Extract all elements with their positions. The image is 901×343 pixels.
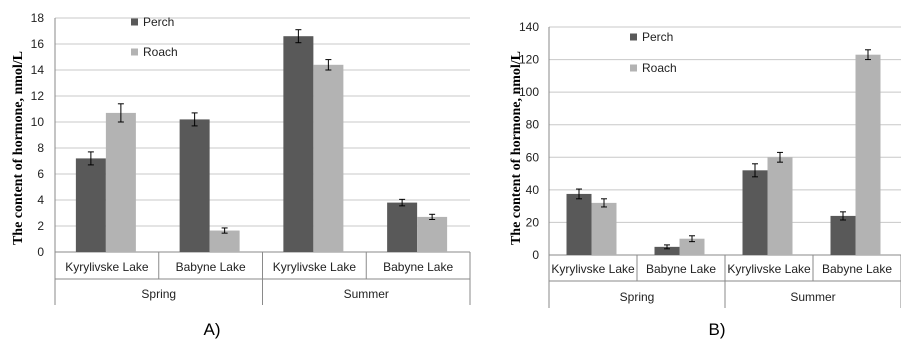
y-tick-label: 12 — [31, 89, 45, 103]
x-category-label: Babyne Lake — [646, 262, 716, 276]
x-category-label: Kyrylivske Lake — [551, 262, 635, 276]
bar-perch — [566, 193, 592, 255]
y-tick-label: 8 — [37, 141, 44, 155]
y-tick-label: 140 — [519, 20, 539, 34]
y-tick-label: 18 — [31, 11, 45, 25]
error-bar — [399, 198, 406, 207]
error-bar — [601, 198, 607, 208]
bar-perch — [283, 36, 314, 253]
legend-label: Roach — [642, 61, 677, 75]
error-bar — [191, 112, 198, 127]
legend-swatch — [630, 64, 637, 72]
bar-roach — [767, 157, 793, 255]
error-bar — [325, 59, 332, 71]
error-bar — [295, 29, 302, 44]
x-group-label: Spring — [620, 290, 655, 304]
panel-label: A) — [204, 320, 221, 339]
x-group-label: Summer — [344, 287, 389, 301]
bar-perch — [75, 158, 106, 252]
error-bar — [689, 235, 695, 243]
error-bar — [117, 103, 124, 123]
legend: Perch Roach — [630, 30, 677, 75]
legend-swatch — [630, 33, 637, 41]
x-group-label: Spring — [141, 287, 176, 301]
bar-roach — [313, 64, 344, 252]
error-bar — [752, 163, 758, 178]
axis-separators — [549, 255, 901, 308]
x-category-label: Babyne Lake — [383, 260, 453, 274]
legend-label: Roach — [143, 45, 178, 59]
y-tick-label: 16 — [31, 37, 45, 51]
error-bar — [221, 227, 228, 234]
y-tick-label: 40 — [526, 183, 540, 197]
y-tick-label: 100 — [519, 85, 539, 99]
x-category-label: Kyrylivske Lake — [65, 260, 149, 274]
y-tick-label: 120 — [519, 53, 539, 67]
bar-perch — [654, 246, 680, 255]
y-axis-title: The content of hormone, nmol/L — [509, 51, 524, 245]
bars — [566, 49, 881, 255]
y-tick-labels: 0 2 4 6 8 10 12 14 16 18 — [31, 11, 45, 259]
bar-perch — [179, 119, 210, 253]
error-bar — [87, 151, 94, 166]
error-bar — [576, 188, 582, 200]
y-tick-labels: 0 20 40 60 80 100 120 140 — [519, 20, 539, 262]
y-tick-label: 4 — [37, 193, 44, 207]
y-axis-title: The content of hormone, nmol/L — [11, 51, 26, 245]
y-tick-label: 2 — [37, 219, 44, 233]
x-group-labels: Spring Summer — [620, 290, 836, 304]
x-category-label: Babyne Lake — [176, 260, 246, 274]
x-category-labels: Kyrylivske Lake Babyne Lake Kyrylivske Lak… — [551, 262, 892, 276]
x-group-label: Summer — [790, 290, 835, 304]
error-bar — [840, 211, 846, 221]
legend: Perch Roach — [131, 15, 178, 59]
y-tick-label: 0 — [532, 248, 539, 262]
chart-b: 0 20 40 60 80 100 120 140 Kyrylivske Lake Babyne … — [509, 20, 901, 339]
error-bar — [664, 244, 670, 250]
y-tick-label: 10 — [31, 115, 45, 129]
legend-swatch — [131, 48, 138, 56]
x-category-label: Kyrylivske Lake — [273, 260, 357, 274]
y-tick-label: 80 — [526, 118, 540, 132]
bar-roach — [417, 216, 448, 252]
bar-perch — [387, 202, 418, 252]
x-category-label: Kyrylivske Lake — [727, 262, 811, 276]
y-tick-label: 60 — [526, 150, 540, 164]
bar-roach — [105, 112, 136, 253]
bar-perch — [742, 170, 768, 255]
axis-separators — [55, 252, 471, 305]
y-tick-label: 14 — [31, 63, 45, 77]
error-bar — [865, 49, 871, 61]
panel-label: B) — [709, 320, 726, 339]
y-tick-label: 6 — [37, 167, 44, 181]
bars — [75, 29, 448, 253]
error-bar — [777, 151, 783, 163]
bar-roach — [855, 54, 881, 255]
legend-label: Perch — [642, 30, 673, 44]
legend-label: Perch — [143, 15, 174, 29]
gridlines — [549, 26, 901, 223]
bar-roach — [679, 238, 705, 255]
y-tick-label: 0 — [37, 245, 44, 259]
y-tick-label: 20 — [526, 215, 540, 229]
bar-roach — [209, 230, 240, 252]
error-bar — [429, 213, 436, 220]
bar-roach — [591, 202, 617, 255]
chart-a: 0 2 4 6 8 10 12 14 16 18 Kyrylivske Lake Babyne Lak… — [11, 11, 471, 339]
x-group-labels: Spring Summer — [141, 287, 389, 301]
x-category-labels: Kyrylivske Lake Babyne Lake Kyrylivske Lak… — [65, 260, 453, 274]
x-category-label: Babyne Lake — [822, 262, 892, 276]
legend-swatch — [131, 18, 138, 26]
bar-perch — [830, 215, 856, 255]
